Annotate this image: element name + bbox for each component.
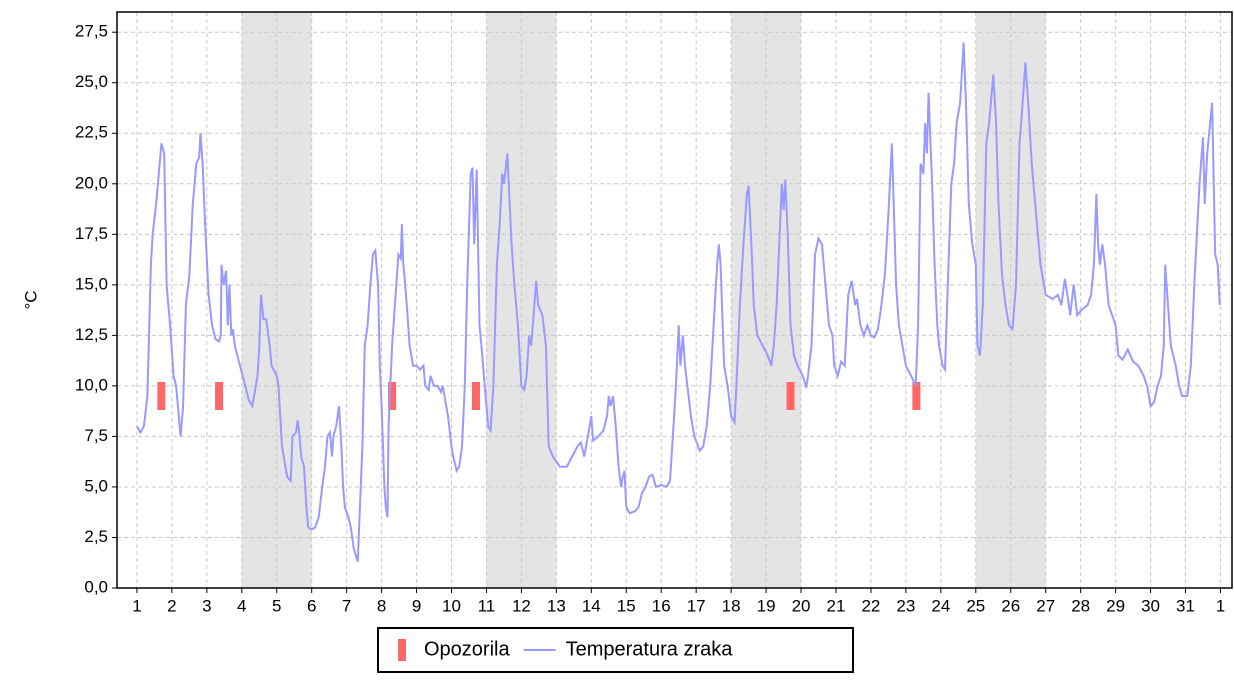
y-tick-label: 25,0 bbox=[75, 72, 108, 91]
y-tick-label: 27,5 bbox=[75, 22, 108, 41]
warning-marker bbox=[157, 382, 166, 410]
x-tick-label: 31 bbox=[1176, 596, 1195, 615]
warning-marker bbox=[786, 382, 795, 410]
x-tick-label: 23 bbox=[896, 596, 915, 615]
y-tick-label: 20,0 bbox=[75, 173, 108, 192]
y-tick-label: 17,5 bbox=[75, 224, 108, 243]
x-tick-label: 8 bbox=[377, 596, 386, 615]
x-tick-label: 18 bbox=[722, 596, 741, 615]
x-tick-label: 24 bbox=[931, 596, 950, 615]
x-tick-label: 19 bbox=[757, 596, 776, 615]
x-tick-label: 12 bbox=[512, 596, 531, 615]
x-tick-label: 11 bbox=[478, 596, 496, 615]
x-tick-label: 17 bbox=[687, 596, 706, 615]
x-tick-label: 26 bbox=[1001, 596, 1020, 615]
x-tick-label: 13 bbox=[547, 596, 566, 615]
y-tick-label: 7,5 bbox=[84, 426, 108, 445]
y-tick-label: 0,0 bbox=[84, 577, 108, 596]
x-tick-label: 4 bbox=[237, 596, 246, 615]
x-tick-label: 21 bbox=[827, 596, 846, 615]
legend-box bbox=[377, 627, 854, 673]
warning-marker bbox=[388, 382, 397, 410]
plot-frame bbox=[116, 11, 1233, 589]
y-tick-label: 10,0 bbox=[75, 375, 108, 394]
x-tick-label: 7 bbox=[342, 596, 351, 615]
x-tick-label: 5 bbox=[272, 596, 281, 615]
x-tick-label: 3 bbox=[202, 596, 211, 615]
x-tick-label: 16 bbox=[652, 596, 671, 615]
x-tick-label: 27 bbox=[1036, 596, 1055, 615]
x-tick-label: 20 bbox=[792, 596, 811, 615]
warning-marker bbox=[471, 382, 480, 410]
y-tick-label: 22,5 bbox=[75, 123, 108, 142]
x-tick-label: 29 bbox=[1106, 596, 1125, 615]
x-tick-label: 6 bbox=[307, 596, 316, 615]
legend-label: Temperatura zraka bbox=[566, 638, 734, 660]
x-tick-label: 1 bbox=[132, 596, 141, 615]
x-tick-label: 10 bbox=[442, 596, 461, 615]
x-tick-label: 9 bbox=[412, 596, 421, 615]
y-tick-label: 15,0 bbox=[75, 274, 108, 293]
x-tick-label: 28 bbox=[1071, 596, 1090, 615]
y-axis-label: °C bbox=[21, 290, 40, 309]
legend-swatch bbox=[398, 639, 406, 661]
temperature-line bbox=[136, 42, 1221, 563]
legend-label: Opozorila bbox=[424, 638, 510, 660]
x-tick-label: 15 bbox=[617, 596, 636, 615]
x-tick-label: 14 bbox=[582, 596, 601, 615]
y-tick-label: 2,5 bbox=[84, 527, 108, 546]
x-tick-label: 2 bbox=[167, 596, 176, 615]
x-tick-label: 30 bbox=[1141, 596, 1160, 615]
warning-marker bbox=[215, 382, 224, 410]
x-tick-label: 1 bbox=[1216, 596, 1225, 615]
y-tick-label: 5,0 bbox=[84, 476, 108, 495]
y-tick-label: 12,5 bbox=[75, 325, 108, 344]
x-tick-label: 22 bbox=[861, 596, 880, 615]
x-tick-label: 25 bbox=[966, 596, 985, 615]
warning-marker bbox=[912, 382, 921, 410]
